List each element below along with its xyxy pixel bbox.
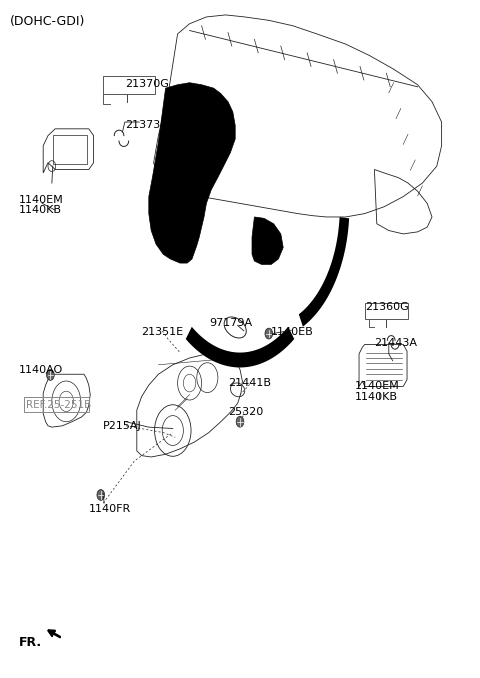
- Bar: [103, 76, 155, 94]
- Circle shape: [265, 328, 273, 339]
- Polygon shape: [186, 327, 294, 367]
- Text: 21351E: 21351E: [142, 327, 184, 337]
- Text: 1140EM: 1140EM: [355, 382, 400, 391]
- Polygon shape: [252, 217, 283, 264]
- Text: FR.: FR.: [19, 636, 42, 650]
- Text: 1140FR: 1140FR: [89, 504, 131, 513]
- Text: 21443A: 21443A: [374, 338, 418, 348]
- Text: (DOHC-GDI): (DOHC-GDI): [10, 15, 85, 28]
- Bar: [365, 303, 408, 319]
- Polygon shape: [149, 83, 235, 263]
- Text: 21370G: 21370G: [125, 79, 168, 89]
- Text: 1140AO: 1140AO: [19, 365, 63, 374]
- Bar: [53, 135, 87, 164]
- Text: P215AJ: P215AJ: [103, 421, 142, 431]
- Text: 1140EB: 1140EB: [271, 327, 314, 336]
- Text: 97179A: 97179A: [209, 319, 252, 328]
- Bar: [24, 397, 89, 412]
- Text: 21360G: 21360G: [365, 302, 408, 312]
- Text: REF.25-251B: REF.25-251B: [26, 401, 92, 410]
- Text: 1140KB: 1140KB: [19, 205, 62, 215]
- Text: 1140EM: 1140EM: [19, 195, 64, 205]
- Text: 21373B: 21373B: [125, 121, 168, 130]
- Text: 1140KB: 1140KB: [355, 392, 398, 401]
- Text: 25320: 25320: [228, 407, 263, 416]
- Polygon shape: [299, 217, 349, 327]
- Circle shape: [97, 490, 105, 500]
- Circle shape: [236, 416, 244, 427]
- Circle shape: [47, 370, 54, 380]
- Text: 21441B: 21441B: [228, 378, 271, 388]
